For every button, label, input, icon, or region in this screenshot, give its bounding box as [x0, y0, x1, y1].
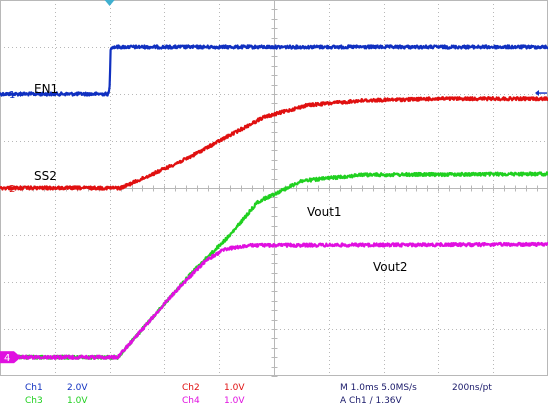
- ground-marker-ch1: 1: [9, 90, 24, 101]
- trigger-level-arrow: [535, 90, 539, 97]
- ground-marker-label-ch2: 2: [9, 184, 15, 195]
- readout-ch2-name: Ch2: [182, 383, 200, 393]
- trigger-position-marker: [104, 0, 115, 6]
- readout-ch4-name: Ch4: [182, 396, 200, 406]
- ground-marker-arrow-ch4: [14, 351, 21, 364]
- ground-marker-box-ch4: [0, 351, 14, 364]
- ground-marker-arrow-ch1: [20, 91, 24, 97]
- readout-ch4-scale: 1.0V: [224, 396, 245, 406]
- trace-label-en1: EN1: [34, 82, 58, 96]
- readout-ch1-name: Ch1: [25, 383, 43, 393]
- trace-label-ss2: SS2: [34, 169, 57, 183]
- trace-ch4: [0, 241, 548, 360]
- readout-bar: Ch1 2.0V Ch3 1.0V Ch2 1.0V Ch4 1.0V M 1.…: [25, 383, 492, 406]
- trace-ch2: [0, 96, 548, 191]
- readout-ch2-scale: 1.0V: [224, 383, 245, 393]
- ground-marker-ch2: 2: [9, 184, 24, 195]
- ground-marker-label-ch1: 1: [9, 90, 15, 101]
- trace-label-vout1: Vout1: [307, 205, 342, 219]
- trace-ch3: [0, 171, 548, 360]
- readout-trigger: A Ch1 ∕ 1.36V: [340, 396, 403, 406]
- readout-timebase: M 1.0ms 5.0MS/s: [340, 383, 417, 393]
- readout-ch1-scale: 2.0V: [67, 383, 88, 393]
- readout-ch3-name: Ch3: [25, 396, 43, 406]
- ground-marker-ch4: 4: [0, 351, 21, 364]
- ground-marker-arrow-ch2: [20, 185, 24, 191]
- trace-label-vout2: Vout2: [373, 260, 408, 274]
- readout-record: 200ns/pt: [452, 383, 492, 393]
- trace-ch1: [0, 44, 548, 97]
- readout-ch3-scale: 1.0V: [67, 396, 88, 406]
- channel-markers: 1 2 4: [0, 0, 547, 364]
- traces: [0, 44, 548, 360]
- ground-marker-label-ch4: 4: [4, 353, 10, 364]
- trigger-level-marker: [535, 90, 547, 97]
